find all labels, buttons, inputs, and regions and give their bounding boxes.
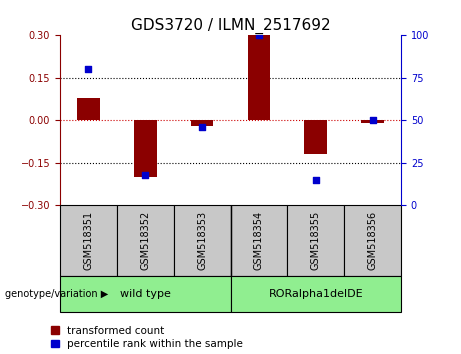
Text: GSM518351: GSM518351 bbox=[83, 211, 94, 270]
Bar bbox=[304, 120, 327, 154]
Point bbox=[255, 33, 263, 38]
Text: GSM518356: GSM518356 bbox=[367, 211, 378, 270]
Text: genotype/variation ▶: genotype/variation ▶ bbox=[5, 289, 108, 299]
Text: GSM518352: GSM518352 bbox=[140, 211, 150, 270]
Point bbox=[198, 124, 206, 130]
Bar bbox=[60, 205, 117, 276]
Legend: transformed count, percentile rank within the sample: transformed count, percentile rank withi… bbox=[51, 326, 243, 349]
Bar bbox=[191, 120, 213, 126]
Text: RORalpha1delDE: RORalpha1delDE bbox=[268, 289, 363, 299]
Title: GDS3720 / ILMN_2517692: GDS3720 / ILMN_2517692 bbox=[130, 18, 331, 34]
Point bbox=[85, 67, 92, 72]
Text: GSM518354: GSM518354 bbox=[254, 211, 264, 270]
Bar bbox=[60, 276, 230, 312]
Bar bbox=[344, 205, 401, 276]
Bar bbox=[174, 205, 230, 276]
Bar bbox=[230, 276, 401, 312]
Bar bbox=[134, 120, 157, 177]
Point bbox=[369, 118, 376, 123]
Text: GSM518355: GSM518355 bbox=[311, 211, 321, 270]
Point bbox=[312, 177, 319, 183]
Bar bbox=[287, 205, 344, 276]
Bar bbox=[230, 205, 287, 276]
Bar bbox=[361, 120, 384, 123]
Text: GSM518353: GSM518353 bbox=[197, 211, 207, 270]
Bar bbox=[248, 35, 270, 120]
Bar bbox=[117, 205, 174, 276]
Text: wild type: wild type bbox=[120, 289, 171, 299]
Bar bbox=[77, 98, 100, 120]
Point bbox=[142, 172, 149, 178]
